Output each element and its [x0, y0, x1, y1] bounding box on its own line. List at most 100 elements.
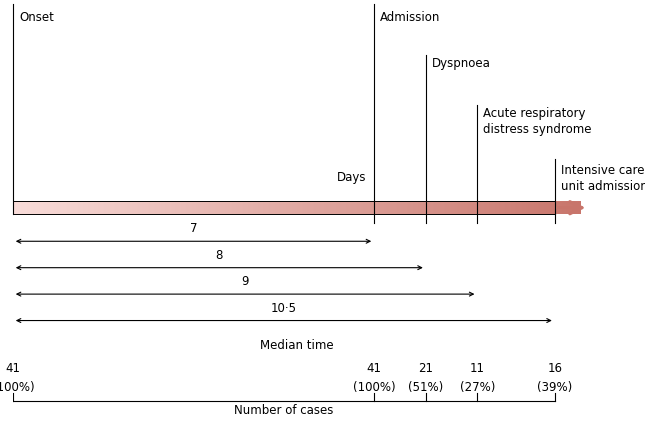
Bar [123, 201, 124, 214]
Text: 21: 21 [418, 363, 433, 375]
Bar [259, 201, 261, 214]
Bar [486, 201, 488, 214]
Bar [185, 201, 186, 214]
Bar [549, 201, 551, 214]
Bar [561, 201, 562, 214]
Bar [248, 201, 249, 214]
Bar [303, 201, 304, 214]
Bar [546, 201, 548, 214]
Bar [20, 201, 21, 214]
Bar [533, 201, 535, 214]
Bar [277, 201, 279, 214]
Bar [535, 201, 537, 214]
Bar [350, 201, 352, 214]
Bar [394, 201, 395, 214]
Bar [212, 201, 213, 214]
Bar [481, 201, 482, 214]
Bar [326, 201, 327, 214]
Bar [579, 201, 580, 214]
Bar [262, 201, 263, 214]
Bar [519, 201, 521, 214]
Bar [81, 201, 83, 214]
Bar [289, 201, 290, 214]
Text: 10·5: 10·5 [271, 302, 297, 315]
Bar [417, 201, 419, 214]
Text: 41: 41 [366, 363, 382, 375]
Bar [472, 201, 474, 214]
Bar [434, 201, 435, 214]
Bar [576, 201, 578, 214]
Bar [392, 201, 393, 214]
Bar [374, 201, 375, 214]
Bar [510, 201, 511, 214]
Bar [237, 201, 239, 214]
Bar [28, 201, 30, 214]
Bar [568, 201, 569, 214]
Bar [430, 201, 431, 214]
Bar [499, 201, 501, 214]
Text: Number of cases: Number of cases [234, 404, 333, 417]
Bar [186, 201, 188, 214]
Text: (39%): (39%) [537, 380, 572, 393]
Bar [163, 201, 164, 214]
Bar [117, 201, 118, 214]
Bar [98, 201, 100, 214]
Bar [139, 201, 141, 214]
Bar [564, 201, 565, 214]
Bar [253, 201, 255, 214]
Bar [384, 201, 386, 214]
Bar [103, 201, 104, 214]
Bar [168, 201, 170, 214]
Bar [268, 201, 269, 214]
Bar [346, 201, 347, 214]
Bar [440, 201, 441, 214]
Bar [105, 201, 107, 214]
Bar [323, 201, 324, 214]
Bar [165, 201, 166, 214]
Bar [110, 201, 111, 214]
Bar [537, 201, 538, 214]
Bar [571, 201, 572, 214]
Bar [464, 201, 465, 214]
Bar [155, 201, 157, 214]
Bar [360, 201, 361, 214]
Bar [264, 201, 266, 214]
Bar [565, 201, 566, 214]
Bar [222, 201, 223, 214]
Bar [530, 201, 531, 214]
Bar [506, 201, 508, 214]
Bar [53, 201, 54, 214]
Bar [242, 201, 243, 214]
Bar [15, 201, 17, 214]
Bar [39, 201, 40, 214]
Bar [191, 201, 192, 214]
Bar [380, 201, 381, 214]
Bar [308, 201, 309, 214]
Bar [431, 201, 433, 214]
Bar [137, 201, 138, 214]
Bar [302, 201, 303, 214]
Bar [299, 201, 301, 214]
Bar [84, 201, 85, 214]
Bar [493, 201, 495, 214]
Bar [382, 201, 384, 214]
Bar [310, 201, 312, 214]
Bar [182, 201, 184, 214]
Bar [404, 201, 406, 214]
Bar [352, 201, 353, 214]
Bar [366, 201, 367, 214]
Bar [495, 201, 497, 214]
Bar [408, 201, 410, 214]
Bar [130, 201, 131, 214]
Bar [225, 201, 226, 214]
Bar [90, 201, 91, 214]
Text: Dyspnoea: Dyspnoea [432, 57, 491, 70]
Bar [236, 201, 237, 214]
Bar [213, 201, 215, 214]
Bar [524, 201, 525, 214]
Bar [218, 201, 219, 214]
Bar [525, 201, 526, 214]
Bar [80, 201, 81, 214]
Bar [74, 201, 75, 214]
Bar [490, 201, 491, 214]
